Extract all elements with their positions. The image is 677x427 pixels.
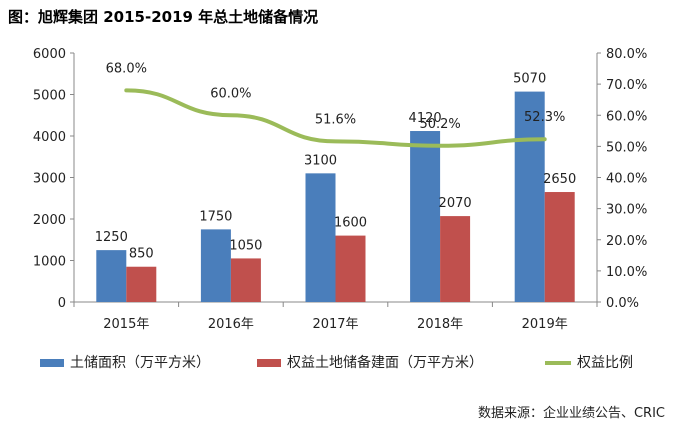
bar-series2	[230, 258, 261, 302]
y-right-tick-label: 80.0%	[606, 47, 647, 62]
data-label-series3: 50.2%	[419, 117, 460, 132]
legend-swatch-series3	[545, 361, 571, 365]
bar-series2	[335, 235, 366, 302]
data-label-series1: 3100	[304, 153, 337, 168]
y-right-tick-label: 40.0%	[606, 172, 647, 187]
legend-label-series1: 土储面积（万平方米）	[70, 355, 210, 371]
line-series3	[124, 88, 547, 148]
x-tick-label: 2019年	[522, 317, 568, 332]
legend-swatch-series2	[257, 359, 281, 367]
bar-series2	[126, 266, 157, 302]
bar-series1	[305, 173, 336, 302]
y-right-tick-label: 10.0%	[606, 265, 647, 280]
y-right-tick-label: 30.0%	[606, 203, 647, 218]
bar-series2	[544, 192, 575, 302]
y-left-tick-label: 5000	[33, 89, 66, 104]
data-label-series2: 1600	[334, 216, 367, 231]
y-right-tick-label: 20.0%	[606, 234, 647, 249]
y-left-tick-label: 4000	[33, 130, 66, 145]
data-label-series3: 52.3%	[524, 110, 565, 125]
bar-series1	[96, 250, 127, 302]
legend-label-series3: 权益比例	[577, 355, 633, 371]
data-label-series2: 850	[129, 247, 154, 262]
bar-series2	[440, 216, 471, 302]
y-left-tick-label: 0	[58, 296, 66, 311]
bar-series1	[410, 131, 441, 302]
chart-legend: 土储面积（万平方米） 权益土地储备建面（万平方米） 权益比例	[0, 352, 677, 376]
legend-item-series1: 土储面积（万平方米）	[40, 352, 210, 372]
y-left-tick-label: 1000	[33, 255, 66, 270]
legend-swatch-series1	[40, 359, 64, 367]
data-label-series3: 68.0%	[106, 61, 147, 76]
x-tick-label: 2017年	[312, 317, 358, 332]
data-label-series2: 2070	[439, 196, 472, 211]
x-tick-label: 2018年	[417, 317, 463, 332]
y-left-tick-label: 3000	[33, 172, 66, 187]
legend-label-series2: 权益土地储备建面（万平方米）	[287, 355, 483, 371]
y-right-tick-label: 70.0%	[606, 78, 647, 93]
data-label-series1: 4120	[409, 111, 442, 126]
y-right-tick-label: 50.0%	[606, 140, 647, 155]
data-label-series3: 60.0%	[210, 86, 251, 101]
legend-item-series3: 权益比例	[545, 352, 633, 372]
page-title: 图：旭辉集团 2015-2019 年总土地储备情况	[8, 8, 319, 26]
source-note: 数据来源：企业业绩公告、CRIC	[477, 406, 665, 421]
y-right-tick-label: 60.0%	[606, 109, 647, 124]
data-label-series1: 5070	[513, 72, 546, 87]
chart: 0 1000 2000 3000 4000 5000 6000 0.0% 10.0% 20.0% 3…	[33, 47, 647, 332]
y-right-tick-label: 0.0%	[606, 296, 639, 311]
x-tick-label: 2015年	[103, 317, 149, 332]
bar-series1	[200, 229, 231, 302]
data-label-series2: 2650	[543, 172, 576, 187]
data-label-series2: 1050	[229, 238, 262, 253]
y-left-tick-label: 2000	[33, 213, 66, 228]
bar-series1	[514, 91, 545, 302]
data-label-series3: 51.6%	[315, 112, 356, 127]
data-label-series1: 1750	[199, 209, 232, 224]
data-label-series1: 1250	[95, 230, 128, 245]
y-left-tick-label: 6000	[33, 47, 66, 62]
legend-item-series2: 权益土地储备建面（万平方米）	[257, 352, 483, 372]
x-tick-label: 2016年	[208, 317, 254, 332]
